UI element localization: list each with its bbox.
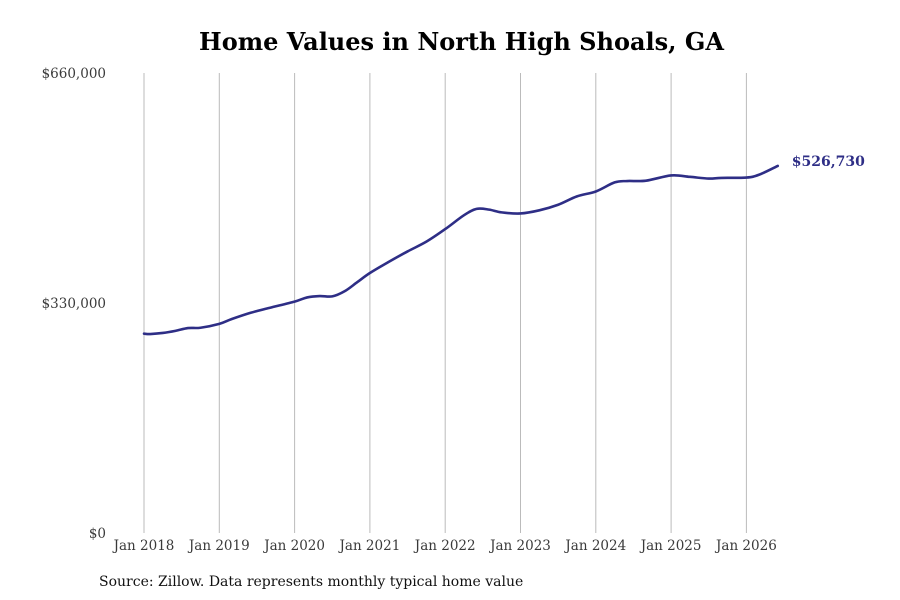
- chart-title: Home Values in North High Shoals, GA: [199, 27, 724, 56]
- y-axis-ticks: $0 $330,000 $660,000: [42, 66, 106, 542]
- y-tick-label: $0: [89, 526, 106, 542]
- x-tick-label: Jan 2018: [112, 538, 175, 554]
- x-tick-label: Jan 2025: [639, 538, 702, 554]
- x-tick-label: Jan 2020: [262, 538, 325, 554]
- annotation-layer: $526,730: [792, 154, 865, 170]
- end-value-label: $526,730: [792, 154, 865, 170]
- source-note: Source: Zillow. Data represents monthly …: [99, 574, 524, 590]
- series-line: [142, 164, 780, 336]
- y-tick-label: $330,000: [42, 296, 106, 312]
- series-layer: [142, 164, 780, 336]
- x-tick-label: Jan 2019: [187, 538, 250, 554]
- x-axis-ticks: Jan 2018 Jan 2019 Jan 2020 Jan 2021 Jan 2022…: [112, 538, 777, 554]
- y-tick-label: $660,000: [42, 66, 106, 82]
- x-tick-label: Jan 2021: [337, 538, 400, 554]
- grid-lines: [143, 73, 747, 533]
- x-tick-label: Jan 2023: [488, 538, 551, 554]
- x-tick-label: Jan 2022: [413, 538, 476, 554]
- x-tick-label: Jan 2026: [714, 538, 777, 554]
- x-tick-label: Jan 2024: [563, 538, 626, 554]
